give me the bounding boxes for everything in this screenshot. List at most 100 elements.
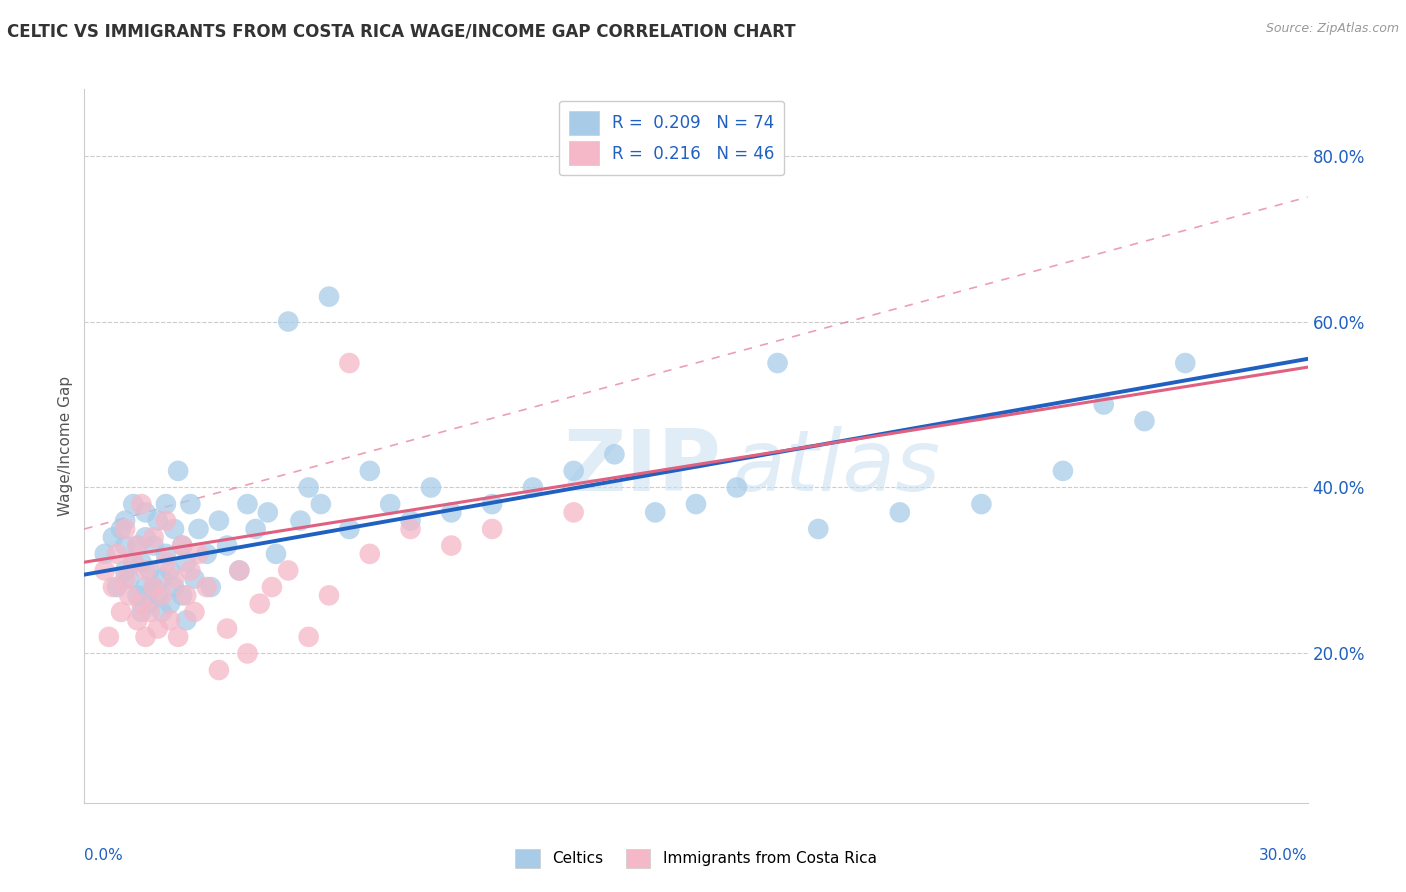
Text: atlas: atlas — [733, 425, 941, 509]
Point — [399, 522, 422, 536]
Point — [159, 564, 181, 578]
Point — [1133, 414, 1156, 428]
Point — [481, 497, 503, 511]
Point — [101, 530, 124, 544]
Text: CELTIC VS IMMIGRANTS FROM COSTA RICA WAGE/INCOME GAP CORRELATION CHART: CELTIC VS IMMIGRANTS FROM COSTA RICA WAG… — [7, 22, 796, 40]
Point — [135, 530, 157, 544]
Point — [562, 505, 585, 519]
Point — [277, 564, 299, 578]
Point — [685, 497, 707, 511]
Point — [167, 630, 190, 644]
Point — [155, 497, 177, 511]
Point — [187, 522, 209, 536]
Point — [101, 580, 124, 594]
Point — [889, 505, 911, 519]
Point — [127, 588, 149, 602]
Point — [277, 314, 299, 328]
Point — [644, 505, 666, 519]
Point — [183, 572, 205, 586]
Point — [163, 572, 186, 586]
Point — [146, 588, 169, 602]
Point — [290, 514, 312, 528]
Point — [131, 605, 153, 619]
Point — [174, 613, 197, 627]
Point — [1174, 356, 1197, 370]
Text: Source: ZipAtlas.com: Source: ZipAtlas.com — [1265, 22, 1399, 36]
Point — [208, 663, 231, 677]
Point — [163, 522, 186, 536]
Point — [114, 522, 136, 536]
Point — [131, 555, 153, 569]
Point — [172, 588, 194, 602]
Point — [257, 505, 280, 519]
Legend: R =  0.209   N = 74, R =  0.216   N = 46: R = 0.209 N = 74, R = 0.216 N = 46 — [558, 101, 785, 175]
Point — [155, 555, 177, 569]
Text: 0.0%: 0.0% — [84, 848, 124, 863]
Point — [105, 580, 128, 594]
Point — [110, 605, 132, 619]
Point — [142, 539, 165, 553]
Point — [359, 464, 381, 478]
Text: 30.0%: 30.0% — [1260, 848, 1308, 863]
Point — [603, 447, 626, 461]
Point — [110, 522, 132, 536]
Point — [208, 514, 231, 528]
Point — [1052, 464, 1074, 478]
Point — [114, 514, 136, 528]
Point — [200, 580, 222, 594]
Point — [359, 547, 381, 561]
Point — [260, 580, 283, 594]
Point — [142, 580, 165, 594]
Point — [138, 605, 160, 619]
Point — [380, 497, 402, 511]
Point — [163, 580, 186, 594]
Point — [122, 555, 145, 569]
Point — [131, 497, 153, 511]
Point — [339, 522, 360, 536]
Point — [114, 572, 136, 586]
Point — [228, 564, 250, 578]
Point — [127, 613, 149, 627]
Point — [187, 547, 209, 561]
Point — [150, 588, 173, 602]
Point — [135, 505, 157, 519]
Point — [264, 547, 287, 561]
Point — [440, 505, 463, 519]
Point — [174, 555, 197, 569]
Point — [118, 588, 141, 602]
Point — [97, 630, 120, 644]
Point — [93, 547, 115, 561]
Point — [159, 613, 181, 627]
Point — [93, 564, 115, 578]
Point — [195, 547, 218, 561]
Point — [236, 497, 259, 511]
Point — [183, 605, 205, 619]
Point — [217, 539, 239, 553]
Point — [159, 597, 181, 611]
Point — [522, 481, 544, 495]
Point — [114, 564, 136, 578]
Point — [970, 497, 993, 511]
Point — [399, 514, 422, 528]
Point — [766, 356, 789, 370]
Point — [318, 588, 340, 602]
Point — [135, 630, 157, 644]
Point — [155, 514, 177, 528]
Point — [420, 481, 443, 495]
Point — [339, 356, 360, 370]
Point — [440, 539, 463, 553]
Point — [142, 530, 165, 544]
Point — [309, 497, 332, 511]
Point — [245, 522, 267, 536]
Point — [138, 597, 160, 611]
Point — [179, 564, 201, 578]
Point — [172, 539, 194, 553]
Point — [146, 514, 169, 528]
Point — [138, 564, 160, 578]
Point — [105, 547, 128, 561]
Point — [114, 539, 136, 553]
Point — [122, 555, 145, 569]
Point — [135, 580, 157, 594]
Point — [118, 572, 141, 586]
Point — [807, 522, 830, 536]
